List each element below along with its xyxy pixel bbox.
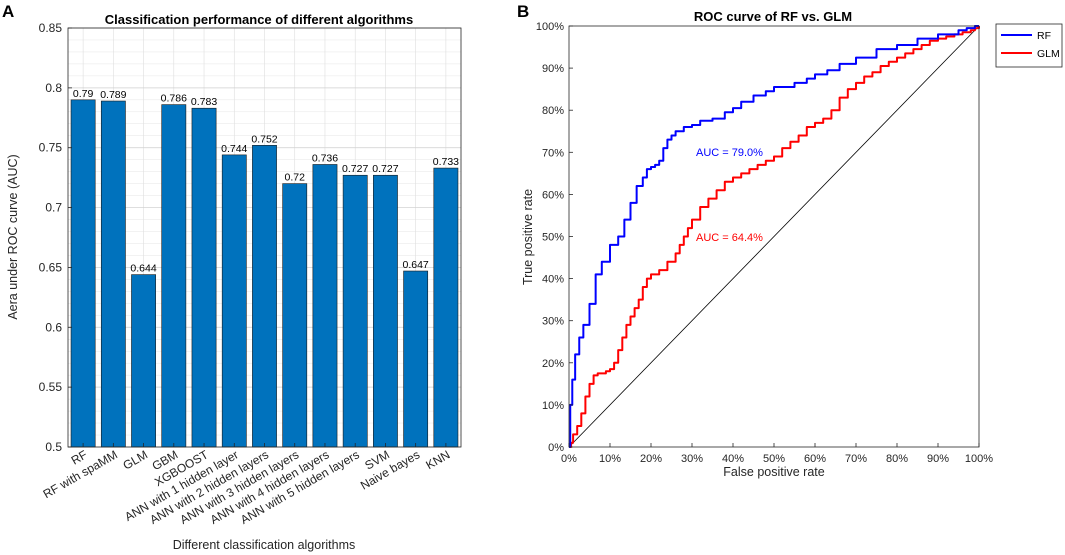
bar-x-tick-label: KNN	[423, 447, 452, 472]
bar-value-label: 0.786	[161, 93, 187, 105]
bar-glm	[131, 274, 156, 448]
roc-x-tick-label: 60%	[804, 453, 826, 465]
bar-value-label: 0.647	[403, 259, 429, 271]
bar-value-label: 0.79	[73, 88, 94, 100]
bar-ann-with-5-hidden-layers	[342, 174, 368, 448]
bar-value-labels: 0.79 0.789 0.644 0.786 0.783 0.744 0.752 0.72 0.…	[73, 88, 459, 275]
bar-y-axis-label: Aera under ROC curve (AUC)	[6, 154, 20, 319]
panel-label-b: B	[517, 2, 529, 21]
roc-x-tick-label: 90%	[927, 453, 949, 465]
legend-label-rf: RF	[1037, 30, 1051, 42]
roc-x-ticks: 0% 10% 20% 30% 40% 50% 60% 70% 80% 90% 100%	[561, 443, 993, 465]
bar-gbm	[161, 104, 187, 448]
rf-auc-annotation: AUC = 79.0%	[696, 147, 763, 159]
roc-x-tick-label: 100%	[965, 453, 993, 465]
roc-x-tick-label: 0%	[561, 453, 577, 465]
roc-x-tick-label: 10%	[599, 453, 621, 465]
roc-chart-title: ROC curve of RF vs. GLM	[694, 9, 852, 24]
roc-legend: RF GLM	[995, 23, 1063, 68]
bar-series	[70, 99, 459, 448]
roc-line-rf	[569, 25, 979, 448]
bar-value-label: 0.727	[372, 163, 398, 175]
roc-series	[568, 25, 980, 448]
bar-value-label: 0.736	[312, 152, 338, 164]
bar-value-label: 0.644	[130, 263, 156, 275]
bar-y-ticks: 0.5 0.55 0.6 0.65 0.7 0.75 0.8 0.85	[39, 21, 72, 454]
roc-y-tick-label: 50%	[542, 232, 564, 244]
roc-y-tick-label: 70%	[542, 147, 564, 159]
legend-label-glm: GLM	[1037, 48, 1060, 60]
roc-y-tick-label: 60%	[542, 189, 564, 201]
roc-y-tick-label: 20%	[542, 358, 564, 370]
roc-y-tick-label: 40%	[542, 274, 564, 286]
bar-ann-with-4-hidden-layers	[312, 164, 338, 448]
roc-x-axis-label: False positive rate	[723, 465, 824, 479]
bar-x-axis-label: Different classification algorithms	[173, 538, 355, 552]
bar-x-tick-label: RF	[69, 447, 90, 467]
bar-y-tick-label: 0.8	[45, 81, 62, 95]
roc-diagonal-reference-line	[568, 25, 980, 448]
bar-value-label: 0.72	[285, 172, 306, 184]
bar-y-tick-label: 0.5	[45, 440, 62, 454]
legend-box	[995, 23, 1063, 68]
bar-y-tick-label: 0.7	[45, 201, 62, 215]
bar-svm	[373, 174, 398, 448]
roc-x-tick-label: 40%	[722, 453, 744, 465]
bar-rf-with-spamm	[100, 100, 126, 448]
bar-value-label: 0.733	[433, 156, 459, 168]
bar-ann-with-2-hidden-layers	[252, 145, 277, 448]
roc-x-tick-label: 20%	[640, 453, 662, 465]
roc-x-tick-label: 50%	[763, 453, 785, 465]
roc-y-tick-label: 0%	[548, 442, 564, 454]
roc-y-tick-label: 100%	[536, 21, 564, 33]
bar-value-label: 0.783	[191, 96, 217, 108]
bar-y-tick-label: 0.55	[39, 380, 63, 394]
bar-rf	[70, 99, 96, 448]
bar-value-label: 0.789	[100, 89, 126, 101]
roc-y-tick-label: 30%	[542, 316, 564, 328]
roc-y-tick-label: 80%	[542, 105, 564, 117]
bar-xgboost	[191, 107, 217, 448]
roc-x-tick-label: 80%	[886, 453, 908, 465]
roc-y-axis-label: True positive rate	[521, 189, 535, 285]
bar-value-label: 0.744	[221, 143, 247, 155]
bar-y-tick-label: 0.6	[45, 320, 62, 334]
glm-auc-annotation: AUC = 64.4%	[696, 232, 763, 244]
panel-label-a: A	[2, 2, 14, 21]
bar-chart-title: Classification performance of different …	[105, 12, 413, 27]
bar-chart-panel: A Classification performance of differen…	[2, 2, 462, 552]
roc-line-glm	[569, 26, 980, 448]
bar-ann-with-3-hidden-layers	[282, 183, 308, 448]
bar-value-label: 0.727	[342, 163, 368, 175]
bar-y-tick-label: 0.65	[39, 260, 63, 274]
bar-ann-with-1-hidden-layer	[221, 154, 247, 448]
roc-chart-panel: B ROC curve of RF vs. GLM 0% 10% 20% 30% 40%…	[517, 2, 1063, 479]
bar-value-label: 0.752	[251, 133, 277, 145]
roc-x-tick-label: 30%	[681, 453, 703, 465]
roc-y-tick-label: 90%	[542, 63, 564, 75]
roc-y-ticks: 0% 10% 20% 30% 40% 50% 60% 70% 80% 90% 100%	[536, 21, 573, 454]
bar-knn	[433, 167, 459, 448]
bar-x-tick-label: GLM	[121, 447, 151, 472]
bar-y-tick-label: 0.75	[39, 141, 63, 155]
roc-x-tick-label: 70%	[845, 453, 867, 465]
bar-naive-bayes	[403, 270, 429, 448]
roc-y-tick-label: 10%	[542, 400, 564, 412]
bar-y-tick-label: 0.85	[39, 21, 63, 35]
